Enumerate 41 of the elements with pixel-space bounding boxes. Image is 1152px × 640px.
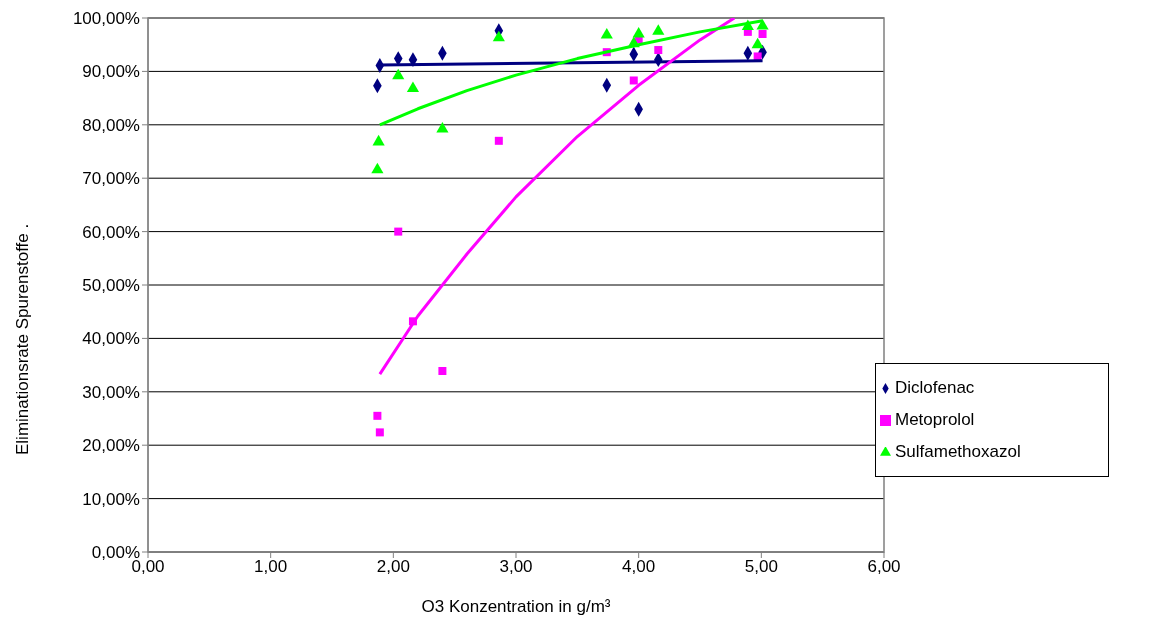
point	[394, 227, 403, 236]
y-axis-title: Eliminationsrate Spurenstoffe .	[13, 223, 33, 455]
point	[436, 122, 449, 133]
y-tick-label: 50,00%	[82, 276, 140, 296]
point	[654, 46, 663, 55]
point	[492, 30, 505, 42]
point	[751, 37, 764, 49]
y-tick-label: 10,00%	[82, 489, 140, 509]
y-tick-label: 60,00%	[82, 222, 140, 242]
point	[758, 30, 767, 39]
point	[375, 428, 384, 437]
x-tick-label: 4,00	[622, 557, 656, 577]
point	[371, 162, 384, 174]
y-tick-label: 70,00%	[82, 169, 140, 189]
point	[600, 28, 613, 39]
y-tick-label: 20,00%	[82, 436, 140, 456]
x-tick-label: 2,00	[376, 557, 410, 577]
x-tick-label: 6,00	[867, 557, 901, 577]
x-tick-label: 3,00	[499, 557, 533, 577]
legend-label: Sulfamethoxazol	[895, 442, 1021, 461]
x-tick-label: 5,00	[744, 557, 778, 577]
y-tick-label: 100,00%	[72, 9, 140, 29]
point	[406, 81, 420, 92]
y-tick-label: 90,00%	[82, 62, 140, 82]
point	[438, 366, 447, 375]
legend-label: Diclofenac	[895, 378, 975, 397]
point	[756, 18, 769, 30]
y-tick-label: 40,00%	[82, 329, 140, 349]
x-axis-title: O3 Konzentration in g/m³	[421, 597, 611, 616]
point	[494, 136, 503, 145]
x-tick-label: 1,00	[254, 557, 288, 577]
point	[632, 27, 645, 38]
point	[372, 134, 385, 146]
y-tick-label: 30,00%	[82, 382, 140, 402]
y-tick-label: 80,00%	[82, 115, 140, 135]
point	[629, 76, 638, 85]
point	[392, 68, 405, 80]
line-series	[378, 18, 736, 376]
point	[652, 24, 665, 35]
point	[373, 411, 382, 420]
legend-label: Metoprolol	[895, 410, 975, 429]
